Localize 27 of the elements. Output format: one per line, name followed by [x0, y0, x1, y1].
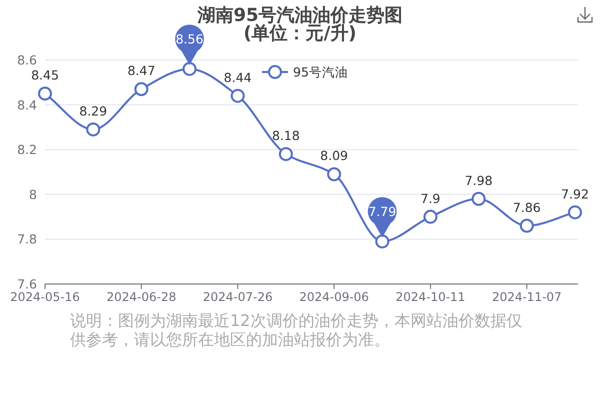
data-label: 7.92 — [561, 186, 589, 202]
x-tick: 2024-10-11 — [396, 290, 466, 304]
x-tick: 2024-09-06 — [299, 290, 369, 304]
data-label: 7.9 — [420, 190, 440, 206]
y-tick: 8 — [29, 186, 37, 202]
data-label: 8.45 — [31, 68, 59, 83]
legend-label: 95号汽油 — [293, 64, 348, 80]
data-label: 8.29 — [79, 103, 108, 118]
y-tick: 8.4 — [17, 97, 37, 112]
pin-label: 7.79 — [368, 204, 396, 219]
data-label: 8.09 — [320, 148, 348, 164]
x-tick: 2024-06-28 — [106, 290, 176, 304]
x-tick: 2024-11-07 — [492, 290, 562, 304]
pin-label: 8.56 — [176, 31, 204, 46]
y-tick: 7.6 — [17, 276, 37, 292]
y-tick: 8.2 — [17, 142, 37, 158]
data-label: 7.98 — [464, 172, 493, 188]
data-label: 8.47 — [127, 63, 156, 78]
data-label: 8.18 — [272, 128, 300, 144]
y-tick: 7.8 — [17, 232, 37, 247]
x-tick: 2024-07-26 — [202, 290, 273, 304]
x-tick: 2024-05-16 — [10, 290, 80, 304]
data-label: 7.86 — [512, 200, 541, 215]
subtitle: (单位：元/升) — [243, 23, 357, 44]
y-tick: 8.6 — [17, 52, 37, 68]
data-label: 8.44 — [224, 70, 252, 85]
note: 说明：图例为湖南最近12次调价的油价走势，本网站油价数据仅供参考，请以您所在地区的加油站报价为准。 — [70, 311, 524, 349]
